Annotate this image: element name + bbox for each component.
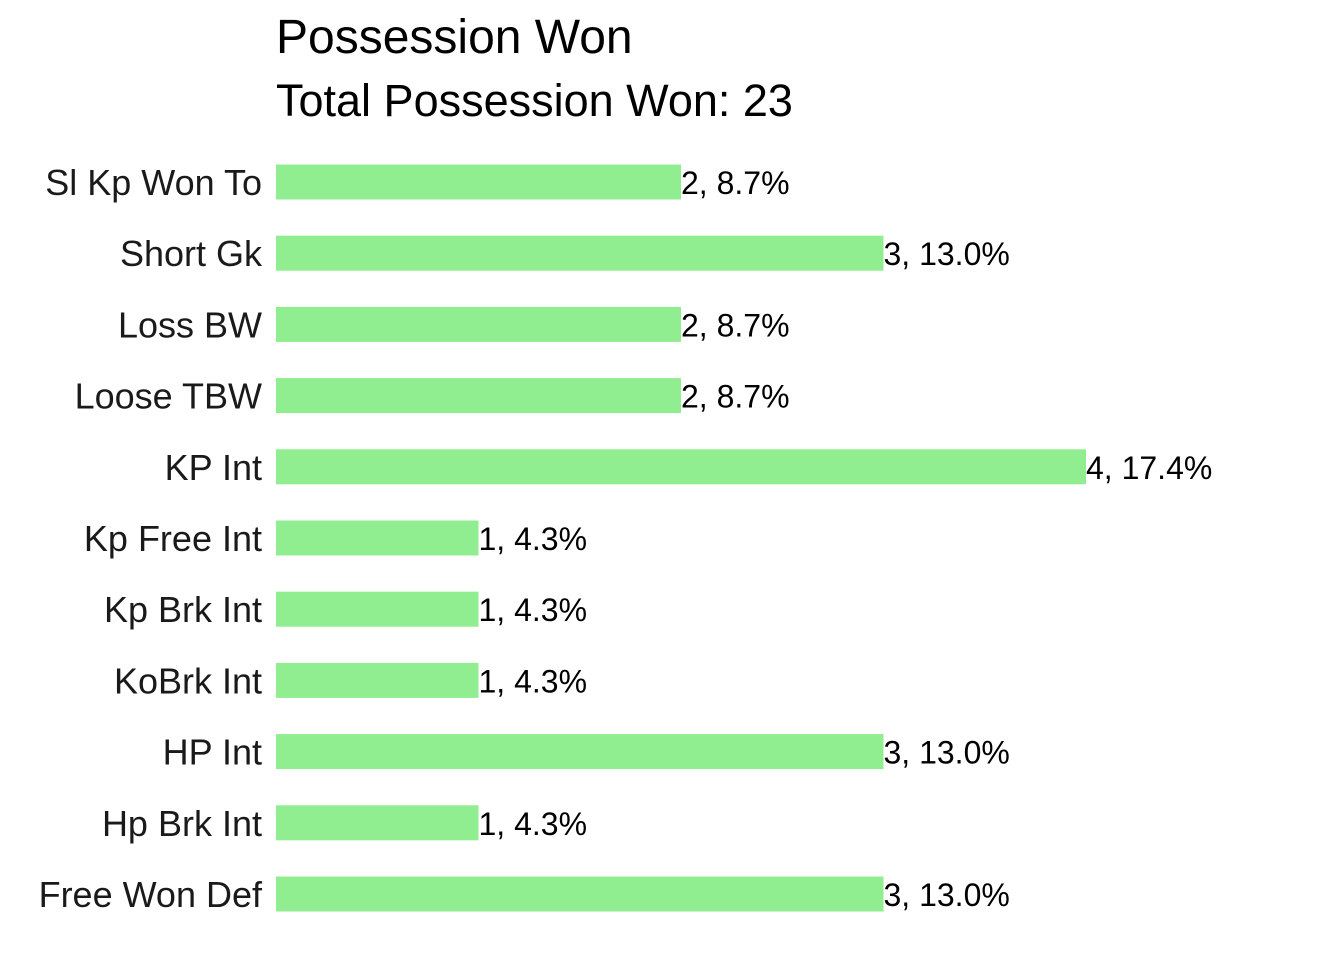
category-label: Kp Brk Int xyxy=(104,589,262,630)
bar xyxy=(276,306,681,342)
bar-value-label: 2, 8.7% xyxy=(681,379,790,415)
category-label: HP Int xyxy=(163,732,262,773)
bar-value-label: 3, 13.0% xyxy=(884,735,1010,771)
bar xyxy=(276,164,681,200)
category-label: Loose TBW xyxy=(75,376,262,417)
bar xyxy=(276,378,681,414)
bar-value-label: 3, 13.0% xyxy=(884,236,1010,272)
bar xyxy=(276,805,479,841)
bar-value-label: 1, 4.3% xyxy=(479,521,588,557)
bar xyxy=(276,235,884,271)
bar-value-label: 2, 8.7% xyxy=(681,165,790,201)
category-label: Short Gk xyxy=(120,233,263,274)
chart-title: Possession Won xyxy=(276,11,633,64)
bars-group: Sl Kp Won To 2, 8.7% Short Gk 3, 13.0% Loss … xyxy=(39,162,1213,915)
bar xyxy=(276,520,479,556)
bar-value-label: 4, 17.4% xyxy=(1086,450,1212,486)
bar-value-label: 1, 4.3% xyxy=(479,663,588,699)
bar xyxy=(276,449,1086,485)
category-label: Hp Brk Int xyxy=(102,803,262,844)
category-label: KP Int xyxy=(165,447,262,488)
category-label: Loss BW xyxy=(118,304,262,345)
bar-value-label: 3, 13.0% xyxy=(884,877,1010,913)
category-label: KoBrk Int xyxy=(114,660,262,701)
bar xyxy=(276,662,479,698)
category-label: Sl Kp Won To xyxy=(45,162,262,203)
chart-subtitle: Total Possession Won: 23 xyxy=(276,75,793,126)
category-label: Kp Free Int xyxy=(84,518,262,559)
bar-value-label: 1, 4.3% xyxy=(479,806,588,842)
bar-value-label: 2, 8.7% xyxy=(681,307,790,343)
bar xyxy=(276,734,884,770)
bar xyxy=(276,876,884,912)
category-label: Free Won Def xyxy=(39,874,263,915)
bar-value-label: 1, 4.3% xyxy=(479,592,588,628)
bar xyxy=(276,591,479,627)
